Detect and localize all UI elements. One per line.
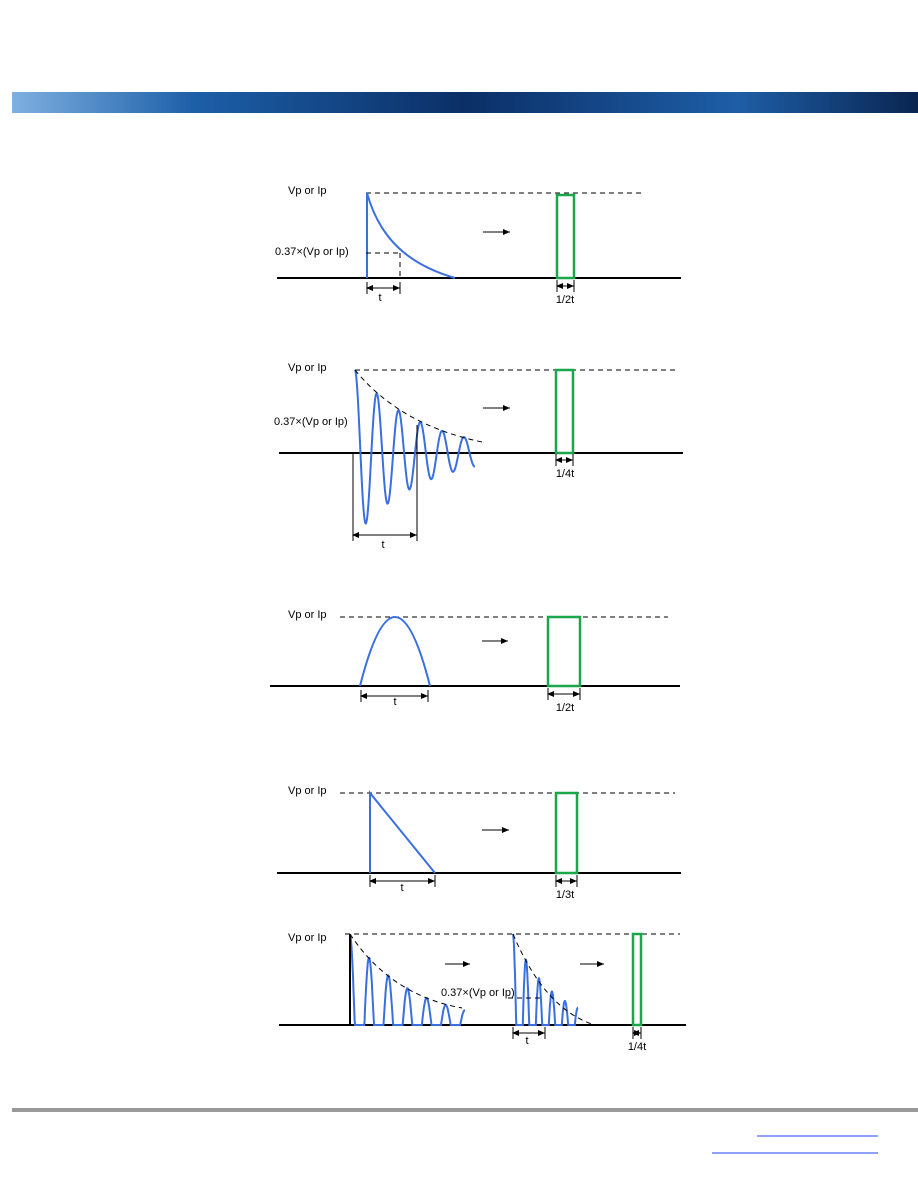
peak-label: Vp or Ip — [288, 362, 327, 374]
equivalent-pulse — [554, 791, 579, 875]
peak-label: Vp or Ip — [288, 609, 327, 621]
peak-label: Vp or Ip — [288, 932, 327, 944]
dimension-label: t — [393, 696, 396, 708]
footer-rule — [12, 1108, 918, 1112]
dimension-label: 1/3t — [556, 889, 574, 901]
dimension-label: t — [400, 882, 403, 894]
decay-label: 0.37×(Vp or Ip) — [441, 987, 515, 999]
equivalent-pulse — [631, 932, 643, 1027]
decay-label: 0.37×(Vp or Ip) — [274, 416, 348, 428]
equivalent-pulse — [555, 193, 576, 280]
decay-label: 0.37×(Vp or Ip) — [275, 246, 349, 258]
dimension-label: 1/2t — [556, 702, 574, 714]
dimension-label: t — [378, 292, 381, 304]
waveform — [369, 790, 436, 874]
waveform — [349, 933, 466, 1026]
envelope — [354, 369, 483, 443]
waveform — [359, 616, 431, 687]
header-banner — [12, 92, 918, 113]
waveform — [512, 933, 579, 1026]
dimension-label: t — [525, 1035, 528, 1047]
peak-label: Vp or Ip — [288, 785, 327, 797]
dimension-label: 1/4t — [556, 468, 574, 480]
equivalent-pulse — [546, 615, 582, 688]
waveform — [366, 192, 456, 279]
dimension-label: t — [381, 539, 384, 551]
dimension-label: 1/4t — [628, 1041, 646, 1053]
waveform — [354, 369, 476, 525]
equivalent-pulse — [554, 368, 575, 455]
dimension-label: 1/2t — [556, 294, 574, 306]
peak-label: Vp or Ip — [288, 185, 327, 197]
